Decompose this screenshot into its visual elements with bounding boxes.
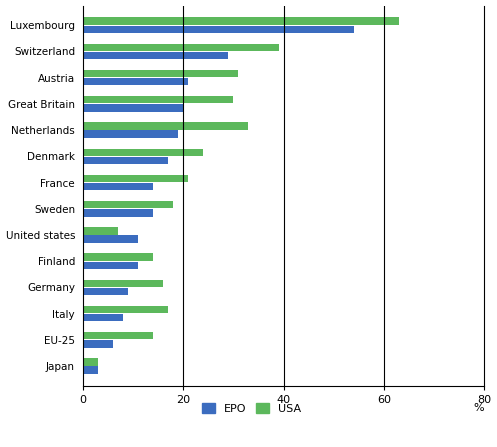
Bar: [83, 70, 239, 77]
Bar: [83, 201, 173, 208]
Bar: [83, 17, 399, 25]
Bar: [83, 261, 138, 269]
Bar: [83, 157, 168, 164]
Bar: [83, 104, 183, 112]
Bar: [83, 280, 163, 287]
Bar: [83, 96, 233, 104]
Bar: [83, 78, 188, 85]
Bar: [83, 332, 153, 339]
Bar: [83, 253, 153, 261]
Bar: [83, 25, 354, 33]
Bar: [83, 209, 153, 216]
Bar: [83, 122, 248, 130]
Bar: [83, 148, 203, 156]
Bar: [83, 44, 278, 51]
Bar: [83, 306, 168, 313]
Bar: [83, 314, 123, 321]
Bar: [83, 236, 138, 243]
Bar: [83, 227, 118, 235]
Legend: EPO, USA: EPO, USA: [197, 399, 305, 418]
Text: %: %: [474, 403, 485, 413]
Bar: [83, 288, 128, 295]
Bar: [83, 367, 98, 374]
Bar: [83, 358, 98, 366]
Bar: [83, 340, 113, 348]
Bar: [83, 175, 188, 182]
Bar: [83, 52, 228, 59]
Bar: [83, 131, 178, 138]
Bar: [83, 183, 153, 190]
